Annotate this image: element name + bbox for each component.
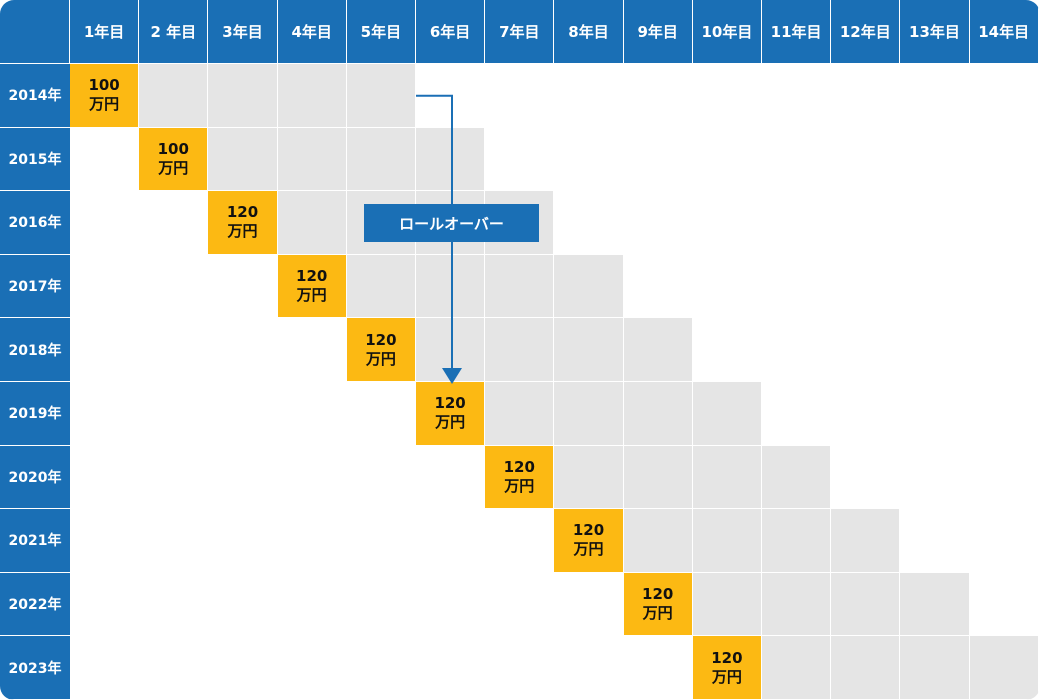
holding-period-cell [762, 572, 832, 637]
holding-period-cell [623, 445, 693, 510]
holding-period-cell [485, 254, 555, 319]
holding-period-cell [277, 127, 347, 192]
investment-amount-cell: 120 万円 [208, 191, 278, 255]
holding-period-cell [692, 509, 762, 573]
holding-period-cell [762, 445, 832, 510]
holding-period-cell [346, 127, 416, 192]
column-header: 10年目 [692, 0, 762, 64]
holding-period-cell [900, 636, 970, 700]
amount-value: 120 [642, 585, 674, 604]
holding-period-cell [277, 64, 347, 128]
rollover-arrow-head [442, 368, 462, 384]
investment-amount-cell: 120 万円 [346, 318, 416, 382]
row-header: 2022年 [0, 572, 70, 637]
amount-value: 100 [157, 139, 189, 158]
amount-unit: 万円 [158, 158, 189, 177]
row-header: 2014年 [0, 64, 70, 128]
amount-value: 120 [296, 267, 328, 286]
rollover-arrow-line [416, 94, 453, 368]
holding-period-cell [346, 254, 416, 319]
column-header: 11年目 [762, 0, 832, 64]
holding-period-cell [623, 318, 693, 382]
amount-unit: 万円 [89, 95, 120, 114]
investment-amount-cell: 120 万円 [623, 572, 693, 637]
investment-amount-cell: 100 万円 [139, 127, 209, 192]
column-header: 7年目 [485, 0, 555, 64]
holding-period-cell [692, 445, 762, 510]
amount-unit: 万円 [573, 540, 604, 559]
column-header: 4年目 [277, 0, 347, 64]
column-header: 13年目 [900, 0, 970, 64]
column-header: 9年目 [623, 0, 693, 64]
column-header: 3年目 [208, 0, 278, 64]
row-header: 2023年 [0, 636, 70, 700]
holding-period-cell [139, 64, 209, 128]
holding-period-cell [831, 509, 901, 573]
amount-value: 120 [365, 330, 397, 349]
investment-amount-cell: 100 万円 [70, 64, 140, 128]
investment-amount-cell: 120 万円 [692, 636, 762, 700]
holding-period-cell [277, 191, 347, 255]
investment-amount-cell: 120 万円 [485, 445, 555, 510]
holding-period-cell [692, 572, 762, 637]
amount-value: 120 [226, 203, 259, 222]
amount-unit: 万円 [711, 667, 742, 686]
holding-period-cell [485, 382, 555, 446]
holding-period-cell [762, 509, 832, 573]
holding-period-cell [416, 254, 486, 319]
holding-period-cell [208, 64, 278, 128]
amount-value: 120 [503, 457, 535, 476]
holding-period-cell [416, 127, 486, 192]
row-header: 2016年 [0, 191, 70, 255]
amount-unit: 万円 [642, 604, 673, 623]
amount-value: 120 [711, 648, 743, 667]
column-header: 6年目 [416, 0, 486, 64]
column-header: 5年目 [346, 0, 416, 64]
holding-period-cell [762, 636, 832, 700]
corner-cell [0, 0, 70, 64]
row-header: 2017年 [0, 254, 70, 319]
holding-period-cell [346, 64, 416, 128]
amount-unit: 万円 [227, 222, 258, 241]
row-header: 2018年 [0, 318, 70, 382]
amount-value: 120 [434, 394, 466, 413]
amount-value: 120 [572, 521, 605, 540]
holding-period-cell [831, 572, 901, 637]
holding-period-cell [554, 445, 624, 510]
holding-period-cell [831, 636, 901, 700]
investment-amount-cell: 120 万円 [416, 382, 486, 446]
holding-period-cell [208, 127, 278, 192]
investment-amount-cell: 120 万円 [277, 254, 347, 319]
column-header: 12年目 [831, 0, 901, 64]
holding-period-cell [692, 382, 762, 446]
holding-period-cell [485, 318, 555, 382]
holding-period-cell [554, 318, 624, 382]
row-header: 2021年 [0, 509, 70, 573]
row-header: 2020年 [0, 445, 70, 510]
amount-unit: 万円 [365, 349, 396, 368]
holding-period-cell [623, 382, 693, 446]
holding-period-cell [623, 509, 693, 573]
column-header: 2 年目 [139, 0, 209, 64]
column-header: 14年目 [969, 0, 1039, 64]
amount-unit: 万円 [435, 413, 466, 432]
investment-amount-cell: 120 万円 [554, 509, 624, 573]
holding-period-cell [900, 572, 970, 637]
row-header: 2019年 [0, 382, 70, 446]
column-header: 8年目 [554, 0, 624, 64]
holding-period-cell [554, 382, 624, 446]
amount-value: 100 [88, 76, 120, 95]
amount-unit: 万円 [296, 286, 327, 305]
column-header: 1年目 [70, 0, 140, 64]
rollover-label: ロールオーバー [364, 204, 539, 242]
holding-period-cell [554, 254, 624, 319]
row-header: 2015年 [0, 127, 70, 192]
holding-period-cell [969, 636, 1039, 700]
amount-unit: 万円 [504, 476, 535, 495]
